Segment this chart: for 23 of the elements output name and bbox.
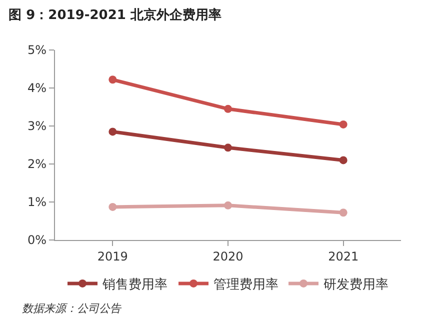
x-tick-label: 2021 xyxy=(328,249,359,264)
y-tick-label: 4% xyxy=(28,81,47,96)
legend-label: 销售费用率 xyxy=(102,276,168,293)
point xyxy=(224,104,232,113)
point xyxy=(108,202,117,211)
source-note: 数据来源：公司公告 xyxy=(22,302,122,315)
y-tick-label: 0% xyxy=(28,233,47,248)
legend-label: 研发费用率 xyxy=(324,276,388,293)
chart-title: 图 9：2019-2021 北京外企费用率 xyxy=(8,6,222,23)
point xyxy=(108,76,117,84)
legend-label: 管理费用率 xyxy=(214,276,278,293)
point xyxy=(339,208,348,217)
point xyxy=(224,201,232,210)
y-tick-label: 5% xyxy=(28,43,47,58)
x-tick-label: 2020 xyxy=(212,249,244,264)
y-tick-label: 2% xyxy=(28,157,47,172)
x-tick-label: 2019 xyxy=(97,249,128,264)
y-tick-label: 1% xyxy=(28,195,47,210)
point xyxy=(339,120,348,128)
y-tick-label: 3% xyxy=(28,119,47,134)
point xyxy=(108,128,117,136)
point xyxy=(224,144,232,152)
point xyxy=(339,156,348,164)
